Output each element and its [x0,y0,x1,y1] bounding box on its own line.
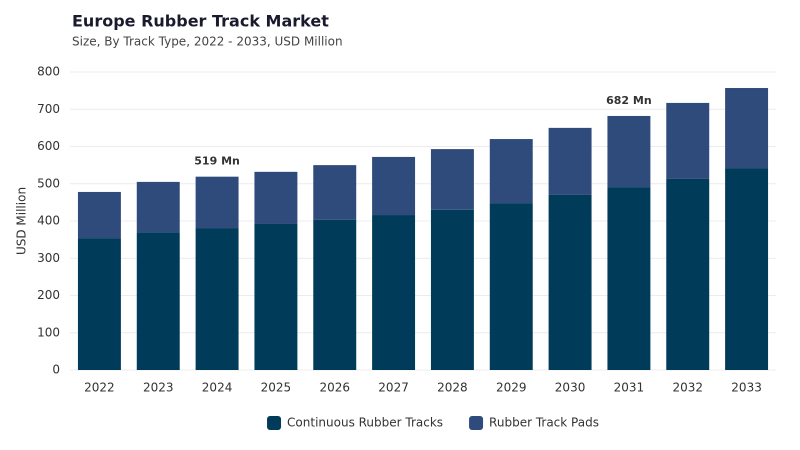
y-axis-label: USD Million [15,187,29,255]
legend: Continuous Rubber Tracks Rubber Track Pad… [267,416,599,430]
bar-segment [77,238,121,370]
x-tick-label: 2024 [202,381,233,395]
bar-segment [136,181,180,233]
bar-segment [489,203,533,370]
bar-segment [666,102,710,179]
bar-segment [607,115,651,188]
bar-segment [136,232,180,370]
y-tick-label: 500 [37,176,60,190]
x-tick-label: 2023 [143,381,174,395]
bar-segment [430,209,474,370]
legend-label: Continuous Rubber Tracks [287,416,443,430]
y-tick-label: 100 [37,325,60,339]
y-tick-label: 300 [37,251,60,265]
bar-segment [666,178,710,370]
y-tick-label: 600 [37,139,60,153]
legend-swatch [267,416,282,430]
bar-segment [607,187,651,370]
chart-subtitle: Size, By Track Type, 2022 - 2033, USD Mi… [72,35,343,49]
bar-segment [548,194,592,370]
bar-segment [725,168,769,370]
y-tick-label: 700 [37,102,60,116]
bar-segment [195,228,239,370]
x-tick-label: 2029 [496,381,527,395]
bar-segment [430,149,474,210]
x-tick-label: 2022 [84,381,115,395]
total-label: 519 Mn [194,155,240,168]
x-tick-label: 2027 [378,381,409,395]
legend-swatch [469,416,484,430]
bar-segment [313,165,357,220]
x-tick-label: 2028 [437,381,468,395]
y-tick-label: 0 [52,363,60,377]
bar-segment [195,176,239,229]
chart-title: Europe Rubber Track Market [72,12,329,31]
bar-segment [254,223,298,370]
x-tick-label: 2032 [672,381,703,395]
x-tick-label: 2026 [319,381,350,395]
bar-segment [372,215,416,370]
x-tick-label: 2033 [731,381,762,395]
bar-segment [77,191,121,239]
bar-segment [548,127,592,195]
x-tick-label: 2030 [555,381,586,395]
legend-label: Rubber Track Pads [489,416,599,430]
bar-segment [489,139,533,204]
bar-segment [725,88,769,169]
bar-segment [254,171,298,224]
y-tick-label: 400 [37,214,60,228]
total-label: 682 Mn [606,94,652,107]
y-tick-label: 800 [37,65,60,79]
x-tick-label: 2025 [261,381,292,395]
y-tick-label: 200 [37,288,60,302]
x-tick-label: 2031 [614,381,645,395]
bar-segment [313,219,357,370]
bar-segment [372,156,416,216]
